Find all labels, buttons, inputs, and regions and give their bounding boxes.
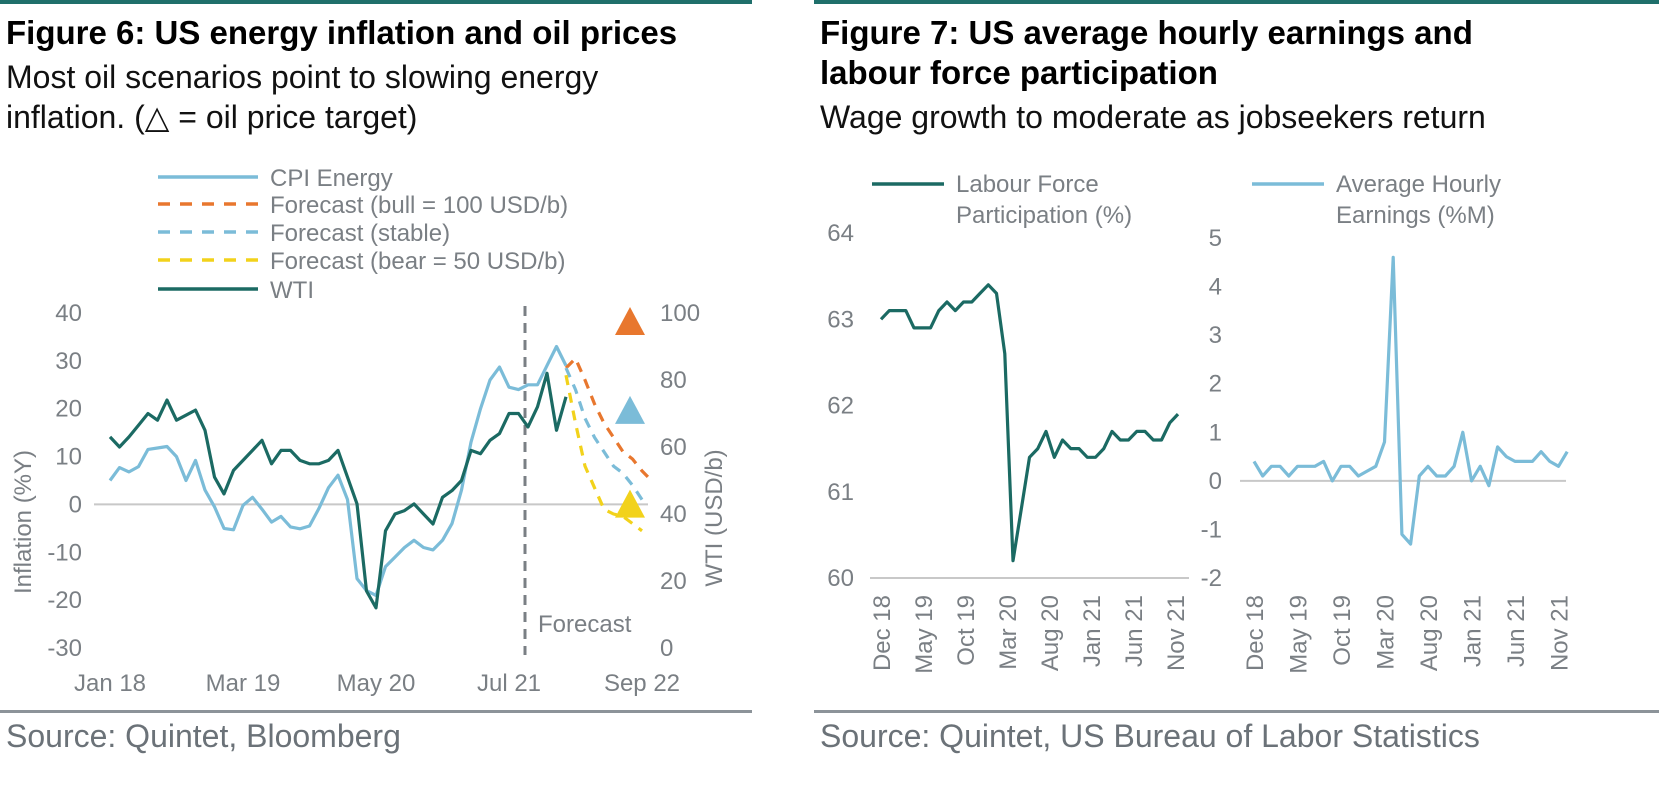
target-triangle-bear [615,489,645,518]
x-tick-label: May 20 [337,670,416,697]
y2-tick-label: 0 [660,635,673,662]
ahe-y-tick-label: 1 [1209,419,1222,446]
ahe-y-tick-label: 2 [1209,371,1222,398]
target-triangle-bull [615,307,645,336]
lfp-x-tick-label: May 19 [911,595,938,674]
lfp-y-tick-label: 60 [827,565,854,592]
ahe-x-tick-label: Jun 21 [1503,595,1530,667]
ahe-y-tick-label: 4 [1209,274,1222,301]
legend-label-wti: WTI [270,277,314,304]
ahe-x-tick-label: Dec 18 [1242,595,1269,671]
ahe-x-tick-label: Nov 21 [1547,595,1574,671]
ahe-x-tick-label: Jan 21 [1460,595,1487,667]
bottom-rule [0,710,752,713]
figure-subtitle: Wage growth to moderate as jobseekers re… [820,99,1486,135]
figure-subtitle-line2: inflation. (△ = oil price target) [6,99,418,135]
lfp-series-line [879,283,1180,563]
plot-area: 64 63 62 61 60 Dec 18 May 19 Oct 19 Mar 20 Aug 20… [827,220,1573,674]
x-tick-label: Sep 22 [604,670,680,697]
legend-label-lfp-2: Participation (%) [956,202,1132,229]
legend-label-cpi: CPI Energy [270,165,393,192]
legend-label-ahe-2: Earnings (%M) [1336,202,1495,229]
y-tick-label: 10 [55,444,82,471]
ahe-series-line [1252,255,1569,546]
ahe-x-tick-label: Mar 20 [1373,595,1400,670]
source-note: Source: Quintet, Bloomberg [6,718,401,754]
forecast-stable-line [564,367,644,501]
y2-tick-label: 100 [660,300,700,327]
top-rule [814,0,1659,4]
legend-label-bear: Forecast (bear = 50 USD/b) [270,248,565,275]
y-tick-label: 20 [55,396,82,423]
lfp-x-tick-label: Mar 20 [995,595,1022,670]
legend-label-lfp-1: Labour Force [956,171,1099,198]
ahe-x-tick-label: Aug 20 [1416,595,1443,671]
source-note: Source: Quintet, US Bureau of Labor Stat… [820,718,1480,754]
energy-inflation-chart: CPI Energy Forecast (bull = 100 USD/b) F… [10,165,728,697]
legend-label-ahe-1: Average Hourly [1336,171,1501,198]
lfp-y-tick-label: 64 [827,220,854,247]
figure-title: Figure 6: US energy inflation and oil pr… [6,14,678,51]
ahe-y-tick-label: 5 [1209,225,1222,252]
lfp-x-tick-label: Dec 18 [869,595,896,671]
x-tick-label: Jul 21 [477,670,541,697]
y2-tick-label: 20 [660,568,687,595]
y-tick-label: 40 [55,300,82,327]
y2-tick-label: 60 [660,434,687,461]
ahe-y-tick-label: -2 [1201,565,1222,592]
forecast-bull-line [564,356,653,482]
figure-6-panel: Figure 6: US energy inflation and oil pr… [0,0,752,801]
legend-lfp: Labour Force Participation (%) [872,171,1132,229]
y2-tick-label: 40 [660,501,687,528]
legend-label-bull: Forecast (bull = 100 USD/b) [270,192,568,219]
figure-7-panel: Figure 7: US average hourly earnings and… [814,0,1659,801]
y-tick-label: 0 [69,491,82,518]
lfp-x-tick-label: Jun 21 [1121,595,1148,667]
ahe-y-tick-label: 3 [1209,322,1222,349]
ahe-x-tick-label: Oct 19 [1329,595,1356,666]
x-tick-label: Jan 18 [74,670,146,697]
chart-legend: CPI Energy Forecast (bull = 100 USD/b) F… [158,165,568,304]
y-axis-title-left: Inflation (%Y) [10,450,37,594]
top-rule [0,0,752,4]
lfp-y-tick-label: 61 [827,479,854,506]
y2-tick-label: 80 [660,367,687,394]
forecast-bear-line [564,374,643,533]
figure-title-line1: Figure 7: US average hourly earnings and [820,14,1473,51]
target-triangle-stable [615,395,645,424]
legend-ahe: Average Hourly Earnings (%M) [1252,171,1501,229]
forecast-label: Forecast [538,611,632,638]
cpi-energy-line [108,344,568,598]
legend-label-stable: Forecast (stable) [270,220,450,247]
lfp-x-tick-label: Nov 21 [1163,595,1190,671]
y-tick-label: -10 [47,539,82,566]
y-tick-label: -20 [47,587,82,614]
y-axis-title-right: WTI (USD/b) [701,449,728,586]
wti-line [108,371,568,610]
lfp-y-tick-label: 62 [827,393,854,420]
x-tick-label: Mar 19 [206,670,281,697]
earnings-participation-charts: Labour Force Participation (%) Average H… [827,171,1573,674]
y-tick-label: -30 [47,635,82,662]
figure-title-line2: labour force participation [820,54,1218,91]
ahe-y-tick-label: -1 [1201,516,1222,543]
lfp-x-tick-label: Jan 21 [1079,595,1106,667]
lfp-x-tick-label: Oct 19 [953,595,980,666]
figure-subtitle-line1: Most oil scenarios point to slowing ener… [6,59,599,95]
y-tick-label: 30 [55,348,82,375]
lfp-x-tick-label: Aug 20 [1037,595,1064,671]
ahe-y-tick-label: 0 [1209,468,1222,495]
lfp-y-tick-label: 63 [827,306,854,333]
ahe-x-tick-label: May 19 [1286,595,1313,674]
bottom-rule [814,710,1659,713]
